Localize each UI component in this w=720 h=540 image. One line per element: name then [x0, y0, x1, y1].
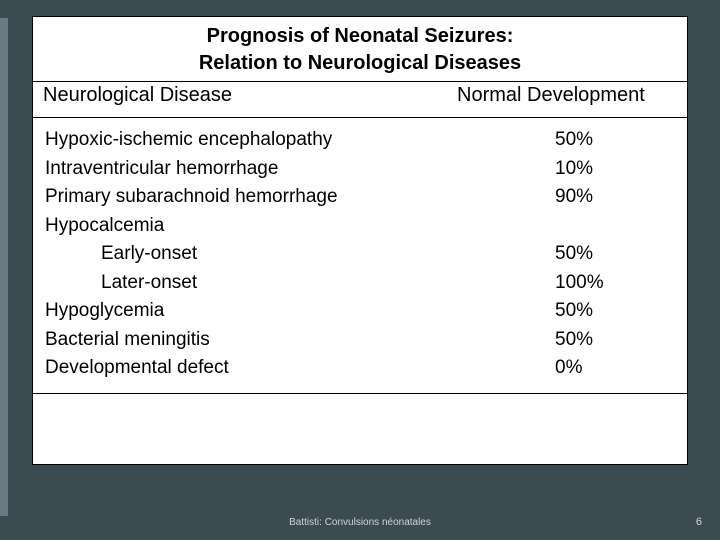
- table-body: Hypoxic-ischemic encephalopathy50%Intrav…: [33, 118, 687, 394]
- row-label: Hypoglycemia: [45, 297, 555, 326]
- accent-bar: [0, 18, 8, 516]
- title-line2: Relation to Neurological Diseases: [43, 50, 677, 77]
- row-label: Developmental defect: [45, 354, 555, 383]
- table-row: Hypoxic-ischemic encephalopathy50%: [45, 126, 675, 155]
- row-label: Early-onset: [45, 240, 555, 269]
- table-row: Bacterial meningitis50%: [45, 326, 675, 355]
- row-value: [555, 212, 675, 241]
- row-label: Bacterial meningitis: [45, 326, 555, 355]
- table-row: Early-onset50%: [45, 240, 675, 269]
- table-row: Hypoglycemia50%: [45, 297, 675, 326]
- table-row: Later-onset100%: [45, 269, 675, 298]
- title-line1: Prognosis of Neonatal Seizures:: [43, 23, 677, 50]
- prognosis-table: Prognosis of Neonatal Seizures: Relation…: [32, 16, 688, 465]
- row-value: 100%: [555, 269, 675, 298]
- footer-citation: Battisti: Convulsions néonatales: [0, 517, 720, 528]
- row-label: Hypoxic-ischemic encephalopathy: [45, 126, 555, 155]
- row-value: 0%: [555, 354, 675, 383]
- row-value: 50%: [555, 326, 675, 355]
- row-value: 50%: [555, 126, 675, 155]
- table-row: Primary subarachnoid hemorrhage90%: [45, 183, 675, 212]
- row-label: Intraventricular hemorrhage: [45, 155, 555, 184]
- table-empty-row: [33, 394, 687, 464]
- table-row: Hypocalcemia: [45, 212, 675, 241]
- table-header: Neurological Disease Normal Development: [33, 82, 687, 118]
- row-value: 90%: [555, 183, 675, 212]
- row-value: 50%: [555, 297, 675, 326]
- row-label: Hypocalcemia: [45, 212, 555, 241]
- header-development: Normal Development: [457, 84, 677, 107]
- page-number: 6: [696, 516, 702, 528]
- table-row: Intraventricular hemorrhage10%: [45, 155, 675, 184]
- header-disease: Neurological Disease: [43, 84, 457, 107]
- row-label: Later-onset: [45, 269, 555, 298]
- row-value: 10%: [555, 155, 675, 184]
- row-label: Primary subarachnoid hemorrhage: [45, 183, 555, 212]
- table-title: Prognosis of Neonatal Seizures: Relation…: [33, 17, 687, 82]
- row-value: 50%: [555, 240, 675, 269]
- table-row: Developmental defect0%: [45, 354, 675, 383]
